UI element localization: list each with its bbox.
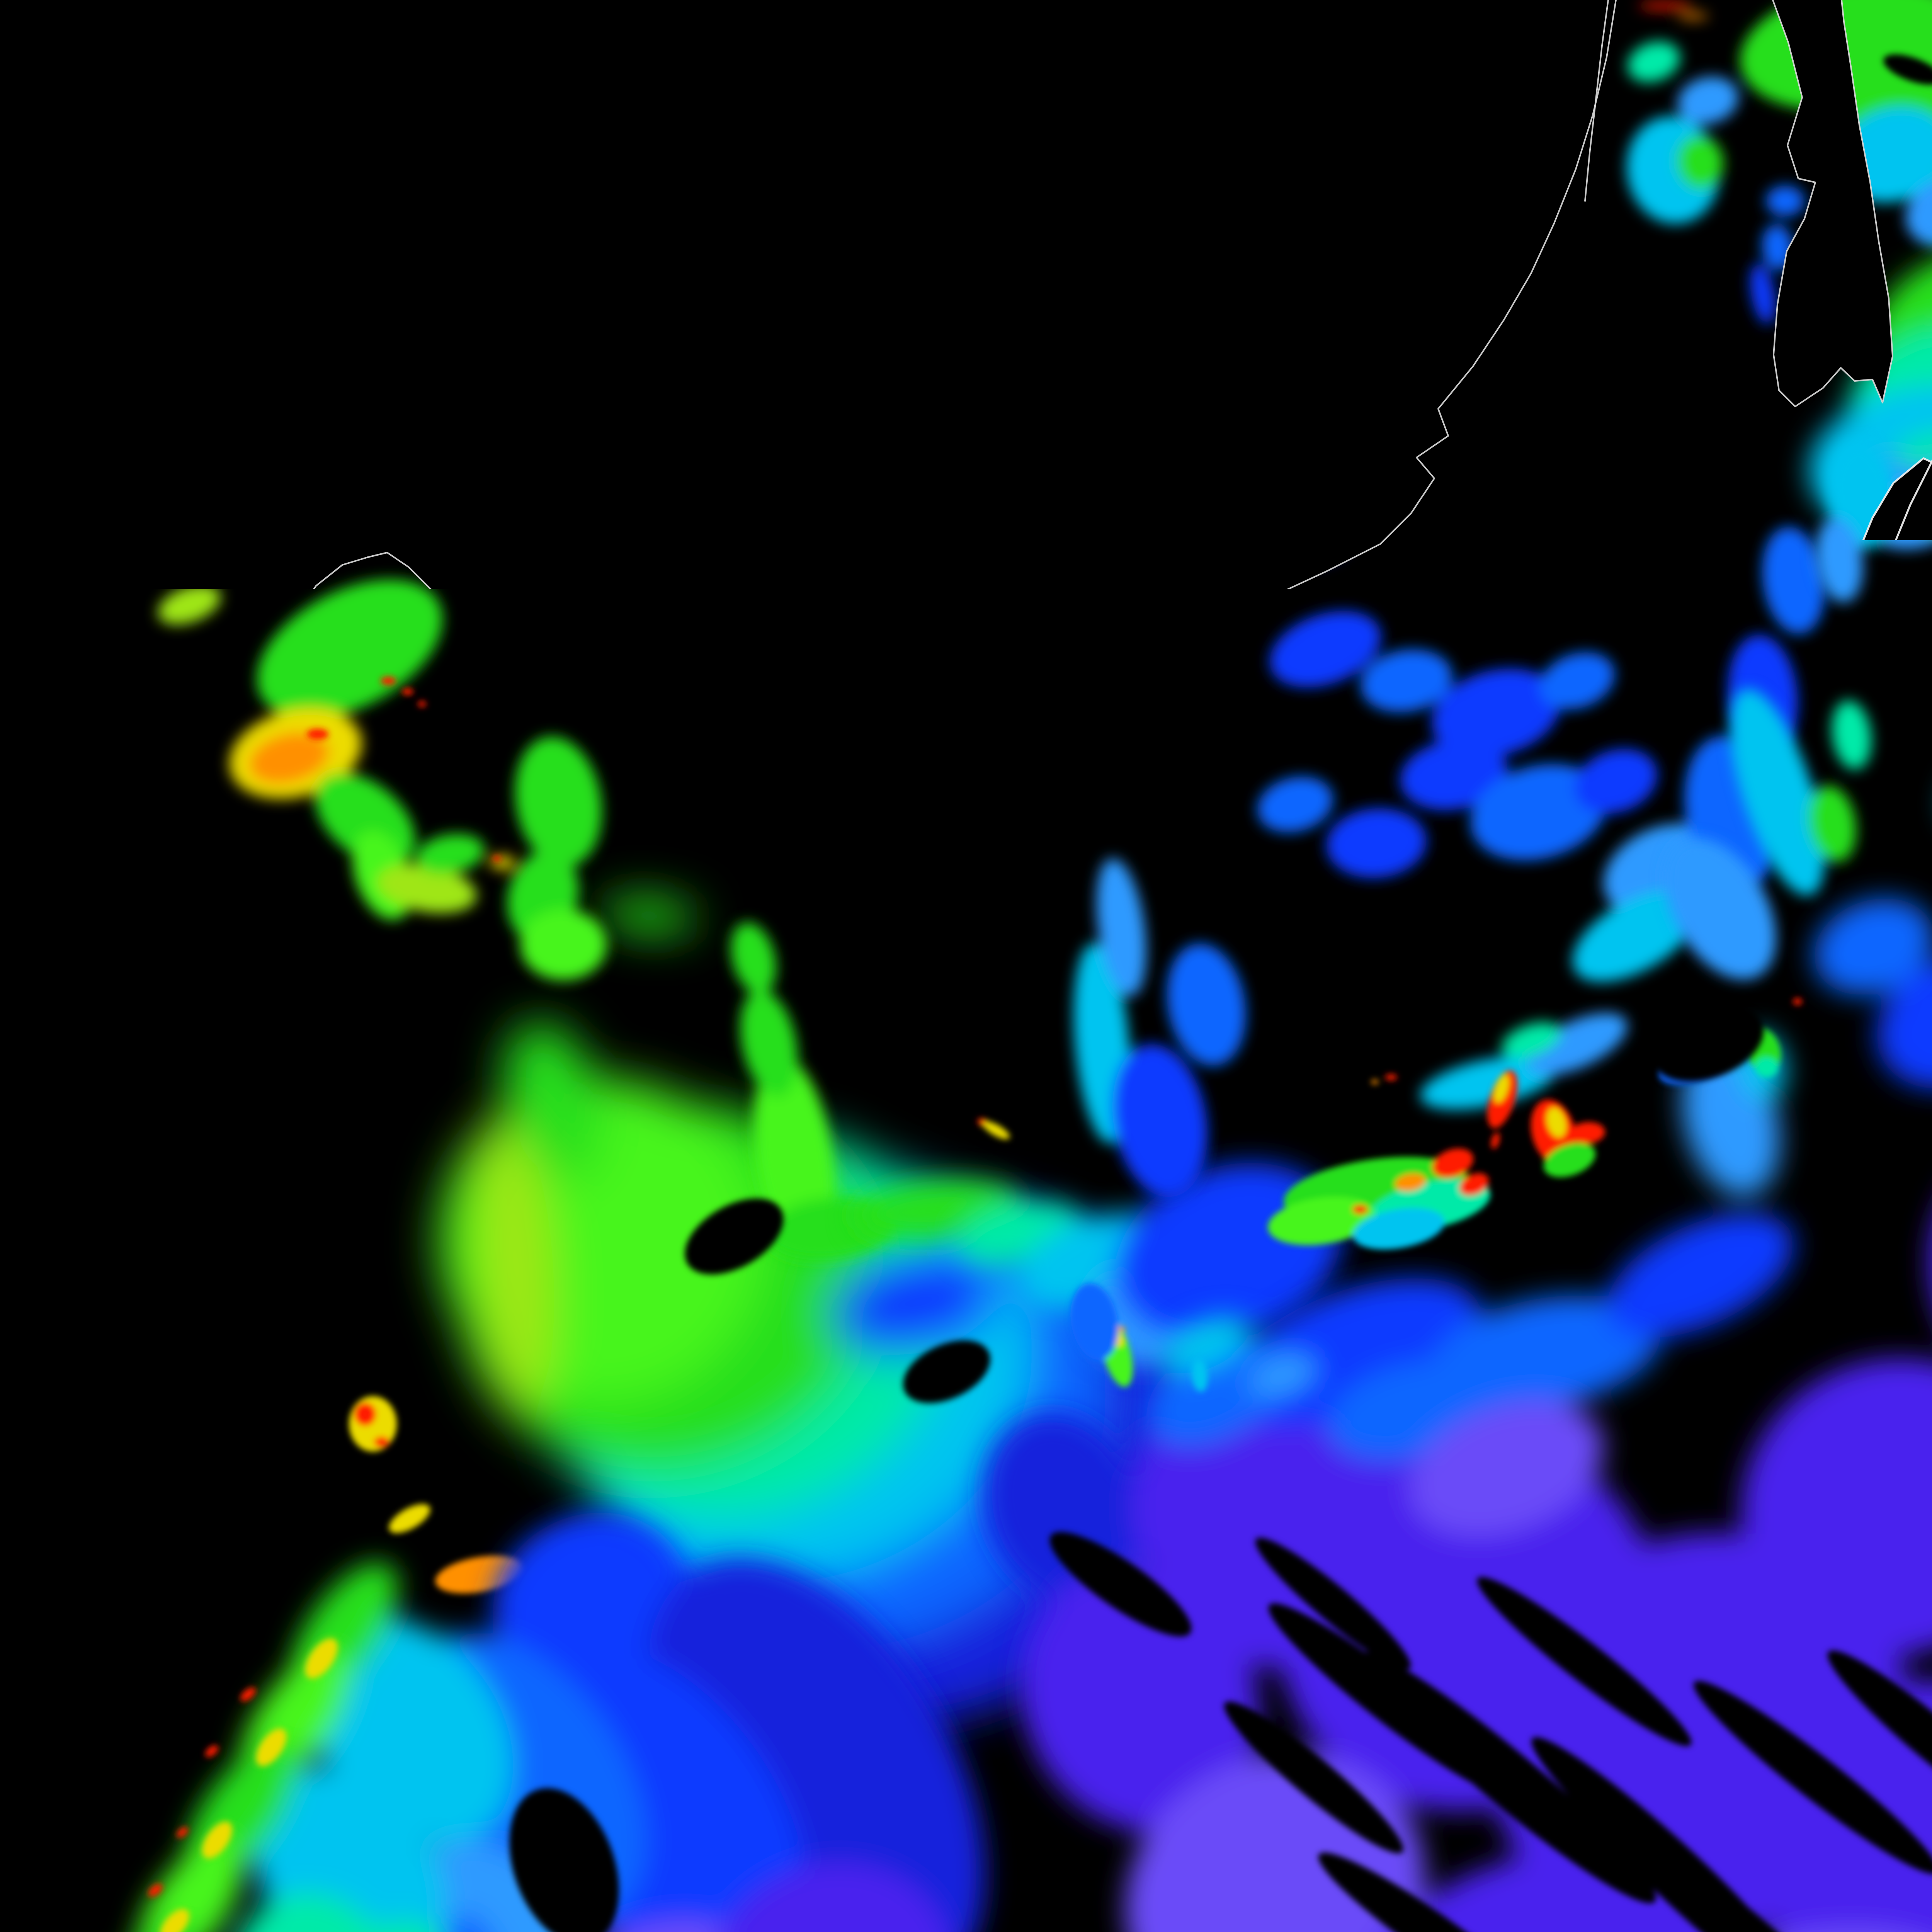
satellite-chlorophyll-map: False-color satellite ocean-color (chlor… [0,0,1932,1932]
map-canvas [0,0,1932,1932]
